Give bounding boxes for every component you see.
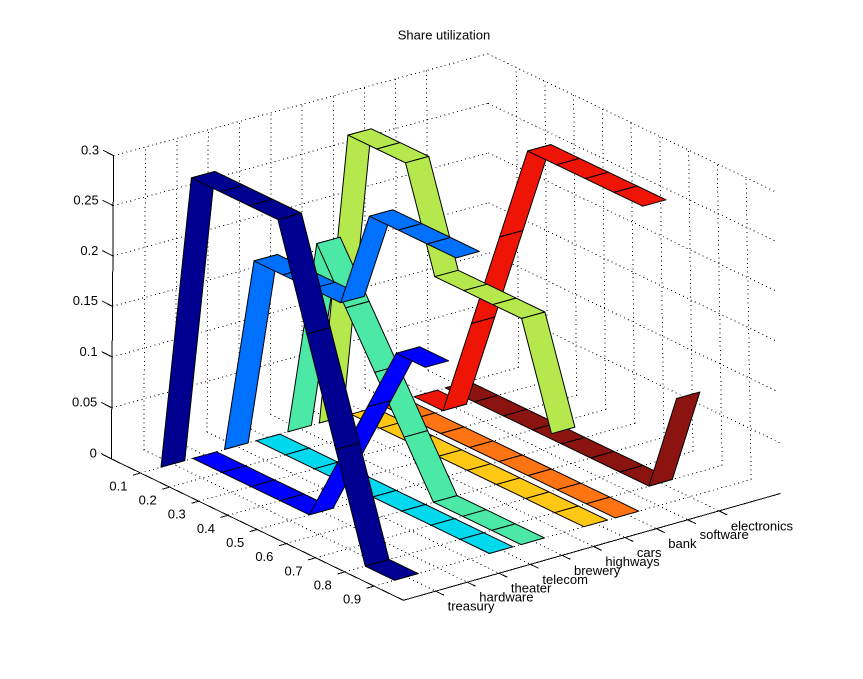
svg-text:0.1: 0.1	[80, 344, 98, 359]
svg-text:0: 0	[90, 446, 97, 461]
svg-text:0.1: 0.1	[109, 479, 127, 494]
svg-text:electronics: electronics	[731, 518, 794, 533]
svg-text:bank: bank	[668, 536, 697, 551]
svg-text:0.3: 0.3	[81, 143, 99, 158]
svg-text:0.05: 0.05	[72, 395, 97, 410]
svg-text:0.25: 0.25	[73, 193, 98, 208]
svg-text:0.6: 0.6	[255, 549, 273, 564]
svg-text:Share utilization: Share utilization	[398, 27, 491, 42]
svg-text:0.5: 0.5	[226, 535, 244, 550]
svg-text:0.2: 0.2	[139, 493, 157, 508]
svg-text:0.8: 0.8	[314, 577, 332, 592]
svg-text:0.4: 0.4	[197, 521, 215, 536]
svg-text:0.7: 0.7	[285, 563, 303, 578]
svg-text:cars: cars	[637, 545, 662, 560]
svg-text:0.2: 0.2	[80, 243, 98, 258]
svg-text:0.9: 0.9	[343, 592, 361, 607]
svg-text:0.3: 0.3	[168, 507, 186, 522]
svg-text:0.15: 0.15	[73, 293, 98, 308]
